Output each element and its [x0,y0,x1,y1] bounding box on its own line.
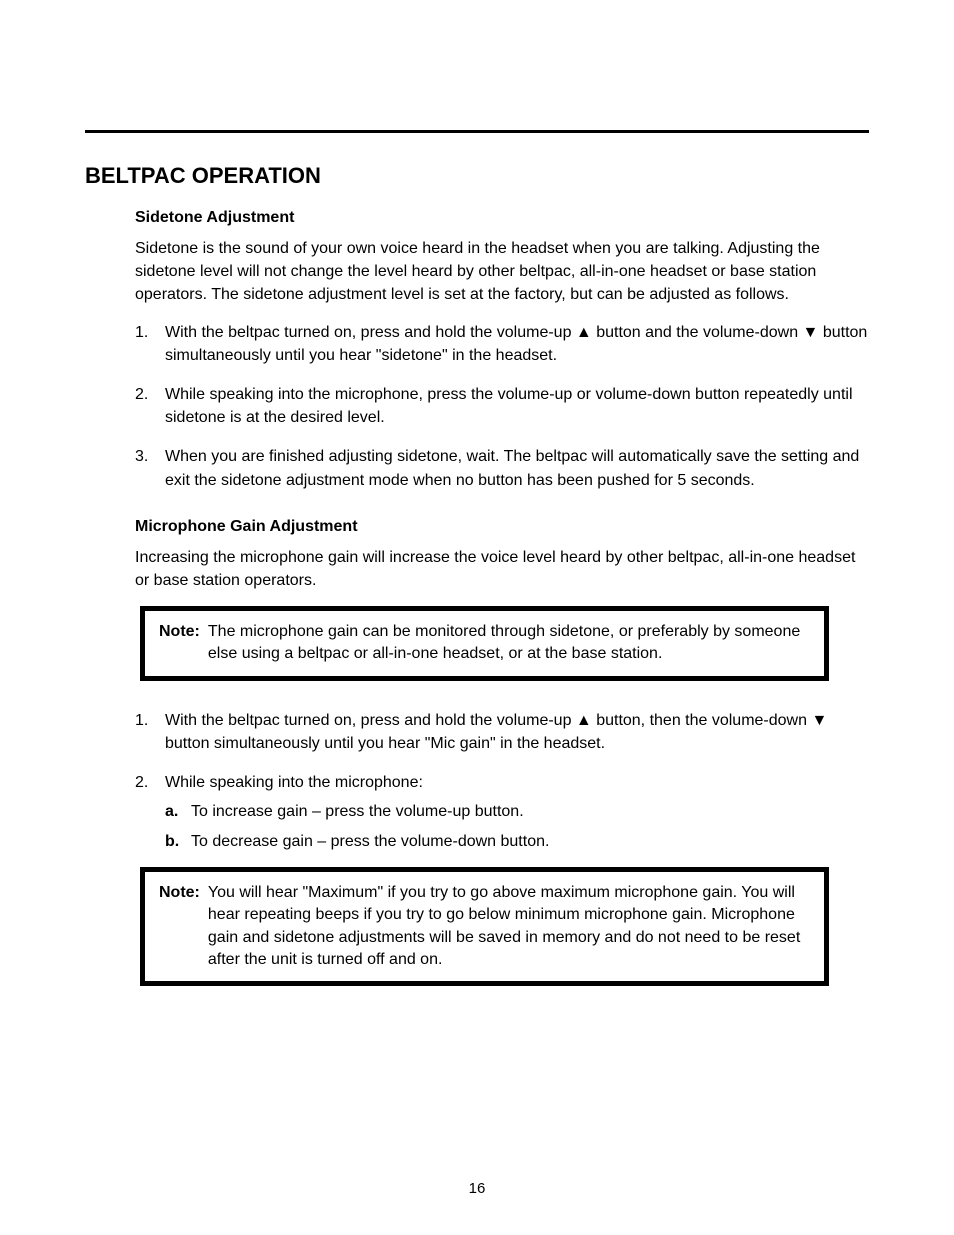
list-item: 3. When you are finished adjusting sidet… [85,445,869,491]
substep-text: To increase gain – press the volume-up b… [191,800,524,823]
step-text: When you are finished adjusting sidetone… [165,445,869,491]
note-label: Note: [159,882,208,972]
section-title: BELTPAC OPERATION [85,163,869,189]
note-label: Note: [159,621,208,666]
page-number: 16 [0,1180,954,1197]
step-bullet: 1. [135,709,165,755]
title-rule [85,130,869,133]
step-bullet: 2. [135,771,165,794]
substep-text: To decrease gain – press the volume-down… [191,830,549,853]
note-text: The microphone gain can be monitored thr… [208,621,810,666]
note-box: Note: The microphone gain can be monitor… [140,606,829,681]
sub-list-item: b. To decrease gain – press the volume-d… [85,830,869,853]
sidetone-steps: 1. With the beltpac turned on, press and… [85,321,869,492]
micgain-steps: 1. With the beltpac turned on, press and… [85,709,869,853]
step-bullet: 1. [135,321,165,367]
document-page: BELTPAC OPERATION Sidetone Adjustment Si… [0,0,954,1235]
step-bullet: 2. [135,383,165,429]
sub-list-item: a. To increase gain – press the volume-u… [85,800,869,823]
micgain-intro: Increasing the microphone gain will incr… [85,546,869,592]
sidetone-heading: Sidetone Adjustment [85,209,869,227]
note-box: Note: You will hear "Maximum" if you try… [140,867,829,987]
sidetone-section: Sidetone Adjustment Sidetone is the soun… [85,209,869,492]
step-bullet: 3. [135,445,165,491]
step-text: While speaking into the microphone: [165,771,423,794]
step-text: With the beltpac turned on, press and ho… [165,709,869,755]
micgain-heading: Microphone Gain Adjustment [85,518,869,536]
list-item: 1. With the beltpac turned on, press and… [85,709,869,755]
list-item: 2. While speaking into the microphone: [85,771,869,794]
step-text: With the beltpac turned on, press and ho… [165,321,869,367]
sidetone-intro: Sidetone is the sound of your own voice … [85,237,869,307]
list-item: 2. While speaking into the microphone, p… [85,383,869,429]
list-item: 1. With the beltpac turned on, press and… [85,321,869,367]
micgain-section: Microphone Gain Adjustment Increasing th… [85,518,869,987]
substep-label: b. [165,833,179,850]
note-text: You will hear "Maximum" if you try to go… [208,882,810,972]
substep-label: a. [165,803,178,820]
step-text: While speaking into the microphone, pres… [165,383,869,429]
